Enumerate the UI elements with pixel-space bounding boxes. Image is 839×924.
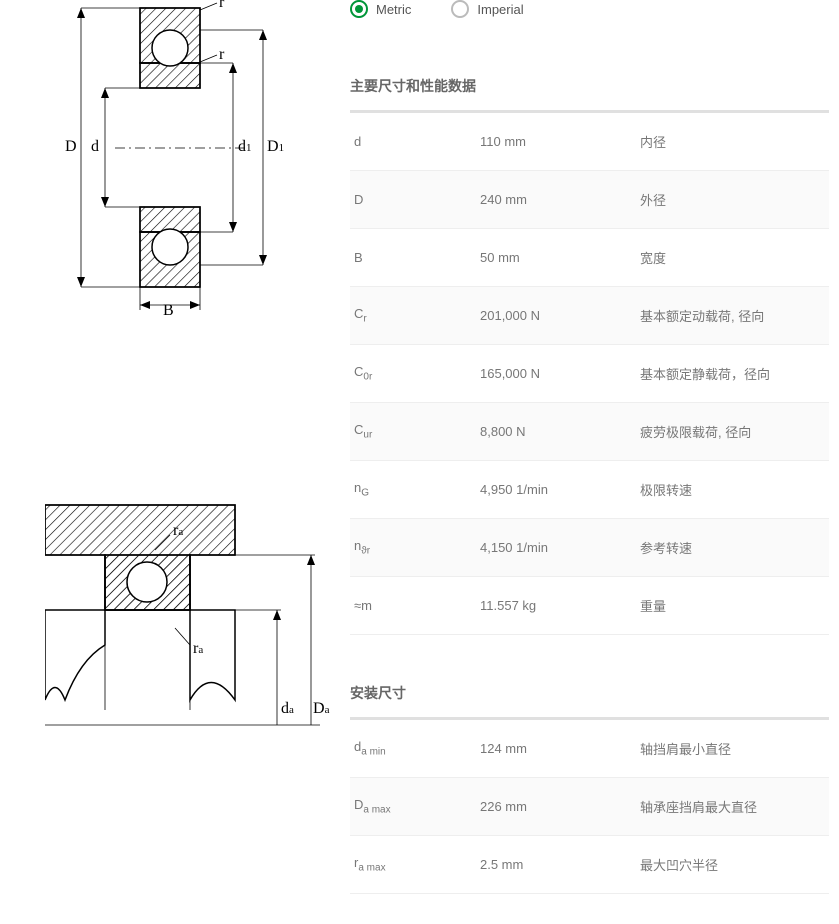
radio-icon-unselected (451, 0, 469, 18)
row-description: 宽度 (640, 248, 829, 267)
label-d1: d1 (238, 138, 252, 156)
label-r-mid: r (219, 46, 224, 64)
row-value: 201,000 N (480, 308, 640, 323)
row-description: 基本额定动载荷, 径向 (640, 306, 829, 325)
row-value: 110 mm (480, 134, 640, 149)
data-row: Da max226 mm轴承座挡肩最大直径 (350, 778, 829, 836)
label-ra-1: ra (173, 522, 183, 540)
row-symbol: Cur (350, 422, 480, 441)
row-description: 内径 (640, 132, 829, 151)
row-symbol: nϑr (350, 538, 480, 557)
diagram-2-svg (45, 500, 325, 730)
label-r-top: r (219, 0, 224, 12)
row-description: 轴承座挡肩最大直径 (640, 797, 829, 816)
section-title: 主要尺寸和性能数据 (350, 58, 829, 113)
label-B: B (163, 302, 174, 320)
row-symbol: ra max (350, 855, 480, 874)
unit-toggle: Metric Imperial (350, 0, 829, 18)
radio-imperial-label: Imperial (477, 2, 523, 17)
data-row: ra max2.5 mm最大凹穴半径 (350, 836, 829, 894)
row-value: 8,800 N (480, 424, 640, 439)
diagram-1-svg (45, 0, 305, 320)
row-description: 基本额定静载荷，径向 (640, 364, 829, 383)
label-D: D (65, 138, 77, 156)
row-symbol: ≈m (350, 598, 480, 613)
label-d: d (91, 138, 99, 156)
data-row: Cr201,000 N基本额定动载荷, 径向 (350, 287, 829, 345)
section-title: 安装尺寸 (350, 665, 829, 720)
label-da: da (281, 700, 294, 718)
row-symbol: Da max (350, 797, 480, 816)
row-symbol: da min (350, 739, 480, 758)
row-description: 轴挡肩最小直径 (640, 739, 829, 758)
bearing-cross-section-diagram: D d d1 D1 r r B (45, 0, 305, 320)
row-symbol: d (350, 134, 480, 149)
row-symbol: B (350, 250, 480, 265)
data-row: nϑr4,150 1/min参考转速 (350, 519, 829, 577)
row-value: 4,950 1/min (480, 482, 640, 497)
row-value: 2.5 mm (480, 857, 640, 872)
data-row: da min124 mm轴挡肩最小直径 (350, 720, 829, 778)
row-symbol: D (350, 192, 480, 207)
data-row: ≈m11.557 kg重量 (350, 577, 829, 635)
row-symbol: Cr (350, 306, 480, 325)
row-value: 226 mm (480, 799, 640, 814)
data-row: Cur8,800 N疲劳极限载荷, 径向 (350, 403, 829, 461)
radio-metric[interactable]: Metric (350, 0, 411, 18)
data-row: d110 mm内径 (350, 113, 829, 171)
radio-icon-selected (350, 0, 368, 18)
row-value: 165,000 N (480, 366, 640, 381)
label-D1: D1 (267, 138, 284, 156)
row-symbol: nG (350, 480, 480, 499)
row-symbol: C0r (350, 364, 480, 383)
row-description: 疲劳极限载荷, 径向 (640, 422, 829, 441)
row-value: 50 mm (480, 250, 640, 265)
label-Da: Da (313, 700, 329, 718)
row-description: 参考转速 (640, 538, 829, 557)
row-description: 极限转速 (640, 480, 829, 499)
row-description: 重量 (640, 596, 829, 615)
row-value: 4,150 1/min (480, 540, 640, 555)
mounting-diagram: ra ra da Da (45, 500, 305, 730)
row-description: 最大凹穴半径 (640, 855, 829, 874)
radio-imperial[interactable]: Imperial (451, 0, 523, 18)
radio-metric-label: Metric (376, 2, 411, 17)
row-value: 11.557 kg (480, 598, 640, 613)
row-value: 124 mm (480, 741, 640, 756)
data-row: B50 mm宽度 (350, 229, 829, 287)
data-row: nG4,950 1/min极限转速 (350, 461, 829, 519)
row-value: 240 mm (480, 192, 640, 207)
data-row: C0r165,000 N基本额定静载荷，径向 (350, 345, 829, 403)
label-ra-2: ra (193, 640, 203, 658)
data-row: D240 mm外径 (350, 171, 829, 229)
row-description: 外径 (640, 190, 829, 209)
